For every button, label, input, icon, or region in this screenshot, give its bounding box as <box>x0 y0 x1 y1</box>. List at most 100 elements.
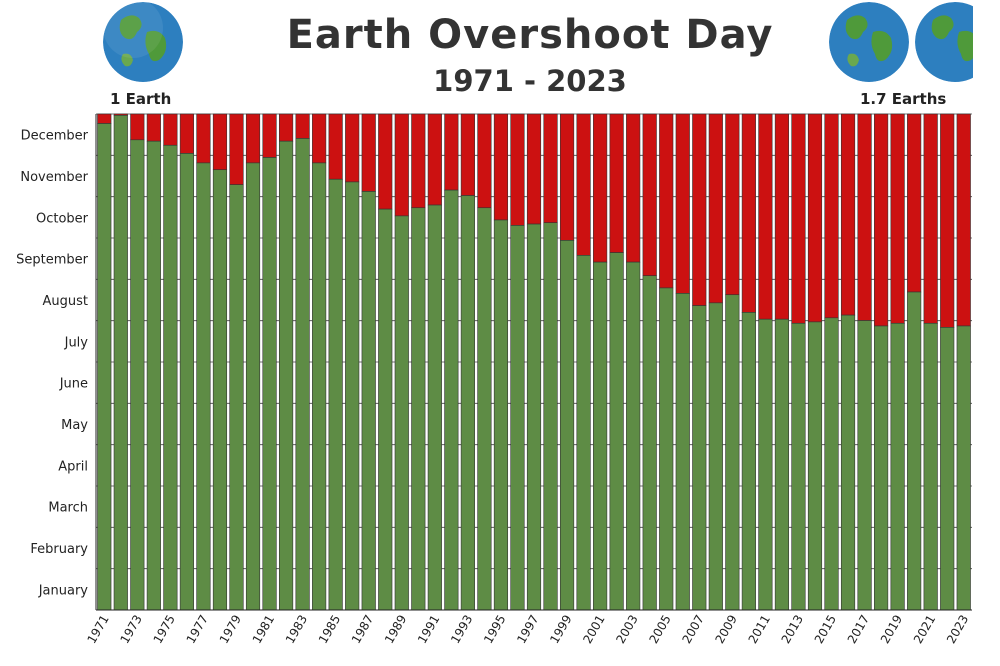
overshoot-day-bar <box>312 162 327 611</box>
overshoot-bar <box>427 113 442 206</box>
overshoot-day-bar <box>559 240 575 611</box>
y-tick-label: February <box>30 542 88 557</box>
overshoot-day-bar <box>824 317 839 611</box>
overshoot-bar <box>956 113 971 327</box>
overshoot-day-bar <box>427 204 442 611</box>
x-tick-label: 1985 <box>316 613 343 646</box>
overshoot-bar <box>130 113 145 141</box>
y-tick-label: January <box>38 583 89 598</box>
overshoot-bar <box>378 113 393 210</box>
overshoot-bar <box>328 113 343 180</box>
overshoot-bar <box>824 113 839 319</box>
x-tick-label: 1987 <box>349 613 376 646</box>
overshoot-bar <box>708 113 723 304</box>
overshoot-bar <box>262 113 277 158</box>
overshoot-bar <box>609 113 624 253</box>
overshoot-bar <box>510 113 525 226</box>
x-tick-label: 1983 <box>283 613 310 646</box>
x-tick-label: 1979 <box>217 613 244 646</box>
x-tick-label: 1975 <box>151 613 178 646</box>
overshoot-bar <box>361 113 376 192</box>
bars <box>97 113 971 611</box>
overshoot-day-bar <box>229 184 244 611</box>
overshoot-day-bar <box>113 115 128 611</box>
x-tick-label: 2009 <box>713 613 740 646</box>
overshoot-bar <box>758 113 773 320</box>
overshoot-day-bar <box>245 162 261 611</box>
x-tick-label: 2011 <box>746 613 773 646</box>
y-tick-label: September <box>16 253 89 268</box>
overshoot-bar <box>163 113 178 146</box>
overshoot-bar <box>229 113 244 185</box>
chart-title: Earth Overshoot Day <box>286 12 774 58</box>
overshoot-day-bar <box>163 144 178 611</box>
y-tick-label: April <box>58 459 88 474</box>
overshoot-bar <box>576 113 591 256</box>
overshoot-bar <box>874 113 889 327</box>
y-tick-label: December <box>21 129 89 144</box>
overshoot-bar <box>295 113 310 139</box>
overshoot-day-bar <box>378 208 393 611</box>
overshoot-bar <box>857 113 872 321</box>
overshoot-bar <box>411 113 426 209</box>
earth-globe-icon <box>829 2 909 82</box>
overshoot-day-bar <box>675 293 690 611</box>
overshoot-bar <box>444 113 459 191</box>
y-tick-label: July <box>64 335 89 350</box>
overshoot-bar <box>97 113 112 124</box>
x-tick-label: 2001 <box>580 613 607 646</box>
overshoot-day-bar <box>477 207 492 611</box>
overshoot-bar <box>940 113 955 328</box>
y-tick-label: November <box>20 170 88 185</box>
chart-subtitle: 1971 - 2023 <box>433 64 627 98</box>
overshoot-day-bar <box>642 275 657 611</box>
y-tick-label: May <box>61 418 88 433</box>
earth-globe-icon <box>103 2 183 82</box>
overshoot-day-bar <box>609 252 624 611</box>
x-tick-label: 1977 <box>184 613 211 646</box>
overshoot-day-bar <box>411 207 426 611</box>
overshoot-day-bar <box>526 223 542 611</box>
x-tick-label: 1995 <box>481 613 508 646</box>
x-tick-label: 1971 <box>84 613 111 646</box>
earths-needed-label: 1.7 Earths <box>860 90 947 108</box>
overshoot-bar <box>791 113 806 324</box>
overshoot-day-bar <box>907 291 922 611</box>
overshoot-bar <box>543 113 558 224</box>
overshoot-day-bar <box>345 181 360 611</box>
overshoot-bar <box>526 113 542 225</box>
overshoot-day-bar <box>940 327 955 611</box>
overshoot-bar <box>659 113 674 289</box>
overshoot-day-bar <box>130 139 145 611</box>
overshoot-bar <box>923 113 938 324</box>
overshoot-day-bar <box>543 222 558 611</box>
axes <box>95 114 972 611</box>
y-tick-label: October <box>36 211 89 226</box>
overshoot-bar <box>212 113 228 171</box>
overshoot-day-bar <box>196 162 211 611</box>
overshoot-bar <box>394 113 409 217</box>
overshoot-day-bar <box>708 302 723 611</box>
overshoot-bar <box>493 113 509 221</box>
overshoot-day-bar <box>791 322 806 611</box>
overshoot-day-bar <box>262 157 277 611</box>
overshoot-bar <box>146 113 161 142</box>
overshoot-bar <box>741 113 756 313</box>
overshoot-bar <box>312 113 327 164</box>
overshoot-day-bar <box>328 178 343 611</box>
overshoot-bar <box>345 113 360 183</box>
overshoot-day-bar <box>460 195 475 611</box>
x-tick-labels: 1971 1973 1975 1977 1979 1981 1983 1985 1987 1989… <box>84 613 971 646</box>
y-tick-labels: January February March April May June July Augu… <box>16 129 89 599</box>
overshoot-day-bar <box>807 321 823 611</box>
overshoot-day-bar <box>576 255 591 611</box>
overshoot-day-bar <box>956 325 971 611</box>
earth-globe-icon <box>915 2 973 82</box>
overshoot-day-bar <box>857 320 872 611</box>
overshoot-bar <box>725 113 740 296</box>
overshoot-bar <box>907 113 922 293</box>
x-tick-label: 1999 <box>547 613 574 646</box>
overshoot-bar <box>692 113 707 306</box>
overshoot-bar <box>460 113 475 196</box>
